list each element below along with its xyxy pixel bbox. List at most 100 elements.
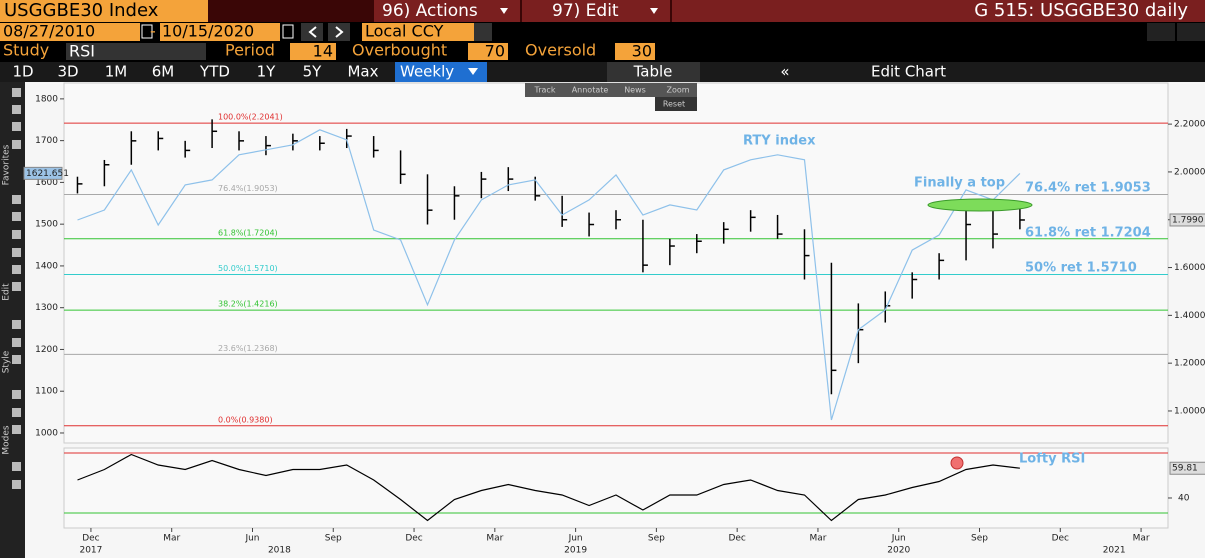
- tool-icon[interactable]: [12, 462, 21, 471]
- start-date[interactable]: 08/27/2010: [3, 22, 95, 41]
- fib-label: 100.0%(2.2041): [218, 113, 283, 122]
- edit-chart[interactable]: Edit Chart: [871, 63, 946, 81]
- menu-item[interactable]: Zoom: [666, 86, 689, 95]
- calendar-icon[interactable]: [141, 24, 153, 39]
- sidebar-label: Modes: [2, 425, 12, 455]
- range-button[interactable]: Max: [347, 63, 378, 81]
- range-button[interactable]: 5Y: [303, 63, 323, 81]
- tool-icon[interactable]: [12, 408, 21, 417]
- annotation: Finally a top: [914, 176, 1005, 191]
- currency-box[interactable]: [362, 23, 492, 41]
- redo[interactable]: [1177, 23, 1205, 41]
- tool-icon[interactable]: [12, 355, 21, 364]
- study[interactable]: RSI: [69, 42, 95, 61]
- end-date[interactable]: 10/15/2020: [162, 22, 254, 41]
- tool-icon[interactable]: [12, 320, 21, 329]
- tool-icon[interactable]: [12, 248, 21, 257]
- tool-icon[interactable]: [12, 265, 21, 274]
- range-button[interactable]: 3D: [57, 63, 78, 81]
- tool-icon[interactable]: [12, 480, 21, 489]
- window-title-box: [672, 0, 1205, 22]
- range-button[interactable]: 1Y: [257, 63, 277, 81]
- frequency[interactable]: Weekly: [400, 63, 454, 81]
- end-date-box[interactable]: [160, 23, 280, 41]
- tool-icon[interactable]: [12, 390, 21, 399]
- tool-icon[interactable]: [12, 122, 21, 131]
- tool-icon[interactable]: [12, 230, 21, 239]
- x-year-label: 2020: [887, 546, 910, 556]
- oversold-box[interactable]: [615, 43, 655, 60]
- range-button[interactable]: 1D: [12, 63, 33, 81]
- oversold-label: Oversold: [525, 41, 596, 60]
- last-value-box: [23, 166, 63, 180]
- oversold[interactable]: 30: [632, 42, 652, 61]
- menu-item[interactable]: Annotate: [572, 86, 609, 95]
- ticker[interactable]: USGGBE30 Index: [4, 0, 159, 21]
- y-tick-label: 1000: [35, 428, 58, 438]
- x-tick-label: Mar: [809, 534, 826, 544]
- fib-label: 23.6%(1.2368): [218, 344, 278, 353]
- table[interactable]: Table: [633, 63, 673, 81]
- x-tick-label: Jun: [891, 534, 906, 544]
- tool-icon[interactable]: [12, 88, 21, 97]
- edit[interactable]: 97) Edit: [552, 1, 619, 21]
- actions[interactable]: 96) Actions: [382, 1, 478, 21]
- table-button[interactable]: [607, 62, 700, 82]
- tool-icon[interactable]: [12, 338, 21, 347]
- overbought[interactable]: 70: [485, 42, 505, 61]
- fib-label: 38.2%(1.4216): [218, 300, 278, 309]
- next-button[interactable]: [328, 23, 350, 41]
- period[interactable]: 14: [313, 42, 333, 61]
- study-label: Study: [3, 41, 49, 60]
- arrows: [308, 26, 344, 38]
- tool-icon[interactable]: [12, 212, 21, 221]
- tool-icon[interactable]: [12, 425, 21, 434]
- overbought-box[interactable]: [468, 43, 508, 60]
- x-tick-label: Sep: [325, 534, 342, 544]
- range-button[interactable]: YTD: [199, 63, 230, 81]
- sidebar-tools: Favorites Edit Style Modes: [2, 88, 21, 489]
- menu-item[interactable]: Reset: [663, 100, 685, 109]
- sidebar-label: Edit: [2, 283, 12, 301]
- annotation: Lofty RSI: [1019, 452, 1085, 467]
- collapse[interactable]: «: [780, 63, 789, 81]
- x-tick-label: Mar: [486, 534, 503, 544]
- tool-icon[interactable]: [12, 282, 21, 291]
- y2-tick-label: 1.2000: [1174, 359, 1205, 369]
- actions-button[interactable]: [374, 0, 520, 22]
- series-line: [77, 453, 1020, 522]
- menu-item[interactable]: News: [624, 86, 646, 95]
- x-year-label: 2019: [564, 546, 587, 556]
- menu-bg: [655, 97, 697, 111]
- calendar-icon[interactable]: [282, 24, 294, 39]
- currency[interactable]: Local CCY: [365, 22, 444, 41]
- range-button[interactable]: 6M: [152, 63, 175, 81]
- tool-icon[interactable]: [12, 195, 21, 204]
- x-tick-label: Dec: [405, 534, 422, 544]
- start-date-box[interactable]: [0, 23, 140, 41]
- prev-button[interactable]: [301, 23, 323, 41]
- rsi-highlight: [950, 456, 964, 470]
- y2-tick-label: 1.0000: [1174, 406, 1205, 416]
- currency-dropdown[interactable]: [474, 23, 492, 41]
- x-tick-label: Dec: [728, 534, 745, 544]
- chart-menu: Track Annotate News Zoom Reset: [525, 83, 697, 111]
- x-tick-label: Sep: [648, 534, 665, 544]
- undo[interactable]: [1147, 23, 1175, 41]
- last-value: 1.7990: [1172, 215, 1204, 225]
- menu-item[interactable]: Track: [534, 86, 556, 95]
- frequency-arrow: [468, 68, 478, 75]
- ticker-box[interactable]: [0, 0, 208, 22]
- x-tick-label: Jun: [568, 534, 583, 544]
- fib-label: 0.0%(0.9380): [218, 415, 273, 424]
- frequency-box[interactable]: [395, 62, 487, 82]
- edit-button[interactable]: [522, 0, 670, 22]
- period-box[interactable]: [290, 43, 336, 60]
- fib-label: 76.4%(1.9053): [218, 184, 278, 193]
- annotation: 76.4% ret 1.9053: [1025, 181, 1151, 196]
- range-button[interactable]: 1M: [105, 63, 128, 81]
- tool-icon[interactable]: [12, 140, 21, 149]
- study-box[interactable]: [66, 43, 206, 60]
- range-buttons: 1D 3D 1M 6M YTD 1Y 5Y Max: [12, 63, 378, 81]
- tool-icon[interactable]: [12, 105, 21, 114]
